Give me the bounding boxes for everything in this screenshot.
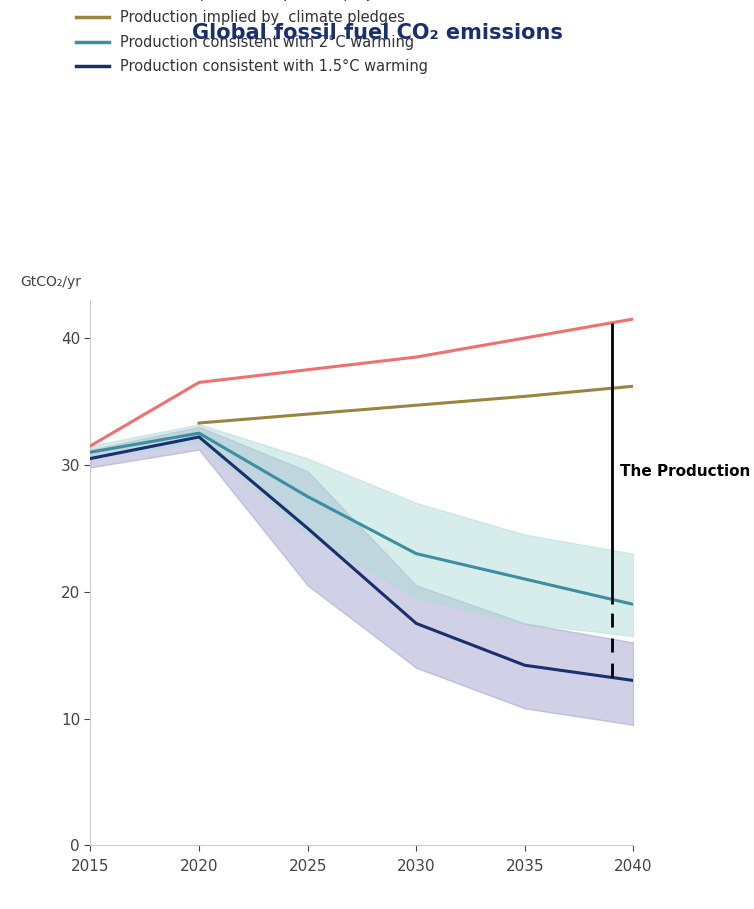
Legend: Countries’ production plans & projections, Production implied by  climate pledge: Countries’ production plans & projection… <box>71 0 434 80</box>
Text: GtCO₂/yr: GtCO₂/yr <box>20 275 81 289</box>
Text: Global fossil fuel CO₂ emissions: Global fossil fuel CO₂ emissions <box>192 23 562 43</box>
Text: The Production Gap: The Production Gap <box>621 464 754 479</box>
